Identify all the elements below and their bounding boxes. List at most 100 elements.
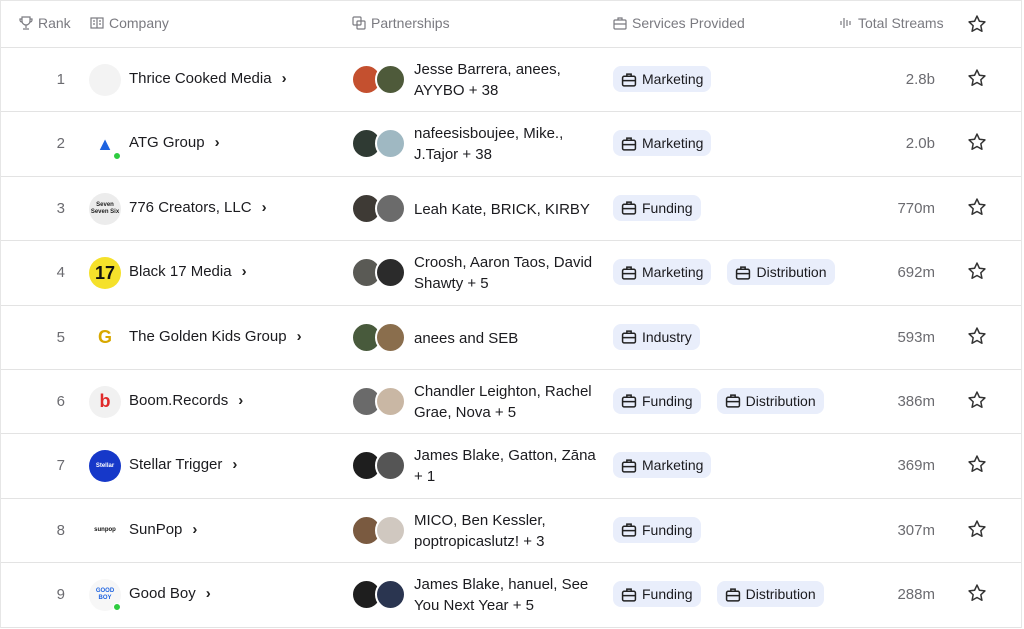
favorite-star-icon[interactable]: [967, 454, 987, 474]
logo-mark: GOOD BOY: [95, 588, 115, 602]
total-streams: 2.0b: [905, 135, 935, 153]
company-link[interactable]: Thrice Cooked Media ›: [129, 70, 287, 87]
header-partnerships[interactable]: Partnerships: [352, 15, 450, 31]
company-name: Stellar Trigger: [129, 456, 223, 474]
services-list: Funding: [613, 194, 701, 221]
partner-avatars[interactable]: [351, 450, 409, 482]
header-company-label: Company: [109, 15, 169, 31]
chevron-right-icon: ›: [241, 263, 247, 281]
services-list: Funding Distribution: [613, 581, 824, 608]
partner-avatars[interactable]: [351, 257, 409, 289]
company-logo: [89, 64, 121, 96]
briefcase-icon: [621, 588, 637, 602]
logo-mark: ▲: [96, 133, 114, 154]
table-row[interactable]: 4 17 Black 17 Media › Croosh, Aaron Taos,…: [1, 241, 1021, 306]
favorite-star-icon[interactable]: [967, 261, 987, 281]
avatar: [375, 257, 406, 289]
table-row[interactable]: 3 Seven Seven Six 776 Creators, LLC › Lea…: [1, 177, 1021, 242]
favorite-star-icon[interactable]: [967, 132, 987, 152]
services-list: Industry: [613, 323, 700, 350]
logo-mark: sunpop: [94, 527, 116, 534]
favorite-star-icon[interactable]: [967, 583, 987, 603]
total-streams: 307m: [897, 521, 935, 539]
partner-avatars[interactable]: [351, 128, 409, 160]
star-icon[interactable]: [967, 14, 987, 34]
favorite-star-icon[interactable]: [967, 68, 987, 88]
service-tag: Distribution: [716, 581, 824, 608]
service-label: Marketing: [642, 264, 704, 281]
trophy-icon: [19, 16, 33, 30]
service-label: Funding: [642, 392, 693, 409]
company-logo: Stellar: [89, 450, 121, 483]
company-link[interactable]: Good Boy ›: [129, 585, 211, 602]
header-services[interactable]: Services Provided: [613, 15, 745, 31]
header-rank[interactable]: Rank: [19, 15, 71, 31]
favorite-star-icon[interactable]: [967, 197, 987, 217]
chevron-right-icon: ›: [281, 70, 287, 87]
company-name: Good Boy: [129, 585, 196, 603]
table-row[interactable]: 6 b Boom.Records › Chandler Leighton, Rac…: [1, 370, 1021, 435]
avatar: [351, 321, 382, 353]
table-row[interactable]: 9 GOOD BOY Good Boy › James Blake, hanuel…: [1, 563, 1021, 628]
avatar: [375, 450, 406, 482]
table-row[interactable]: 8 sunpop SunPop › MICO, Ben Kessler, popt…: [1, 499, 1021, 564]
rank-number: 3: [56, 199, 65, 217]
overlap-squares-icon: [352, 16, 366, 30]
favorite-star-icon[interactable]: [967, 519, 987, 539]
service-label: Distribution: [745, 392, 816, 409]
partners-list: nafeesisboujee, Mike., J.Tajor + 38: [414, 125, 564, 164]
header-company[interactable]: Company: [90, 15, 169, 31]
company-logo: GOOD BOY: [89, 579, 121, 612]
service-tag: Funding: [613, 516, 701, 543]
partner-avatars[interactable]: [351, 514, 409, 547]
header-streams[interactable]: Total Streams: [839, 15, 944, 31]
favorite-star-icon[interactable]: [967, 390, 987, 410]
company-link[interactable]: Black 17 Media ›: [129, 263, 247, 280]
service-tag: Distribution: [727, 259, 835, 286]
logo-mark: Seven Seven Six: [90, 201, 120, 215]
avatar: [375, 321, 406, 353]
partner-avatars[interactable]: [351, 192, 409, 225]
service-label: Funding: [642, 586, 693, 603]
service-tag: Marketing: [613, 66, 712, 92]
table-row[interactable]: 5 G The Golden Kids Group › anees and SEB…: [1, 306, 1021, 370]
company-link[interactable]: Boom.Records ›: [129, 392, 243, 409]
partner-avatars[interactable]: [351, 579, 409, 611]
table-header: Rank Company Partnerships Services Provi…: [1, 1, 1021, 48]
chevron-right-icon: ›: [296, 327, 302, 345]
service-tag: Marketing: [613, 259, 712, 286]
company-link[interactable]: ATG Group ›: [129, 134, 220, 151]
company-name: Black 17 Media: [129, 263, 232, 281]
online-dot: [113, 603, 121, 612]
partners-list: Croosh, Aaron Taos, David Shawty + 5: [414, 254, 593, 293]
partner-avatars[interactable]: [351, 64, 409, 96]
logo-mark: G: [97, 327, 112, 348]
company-link[interactable]: The Golden Kids Group ›: [129, 328, 302, 345]
briefcase-icon: [621, 72, 637, 87]
company-logo: G: [89, 321, 121, 354]
partners-list: MICO, Ben Kessler, poptropicaslutz! + 3: [414, 511, 546, 550]
total-streams: 386m: [897, 392, 935, 410]
briefcase-icon: [736, 266, 751, 280]
partners-list: James Blake, hanuel, See You Next Year +…: [414, 576, 589, 615]
briefcase-icon: [621, 201, 637, 215]
header-partnerships-label: Partnerships: [371, 15, 450, 31]
company-name: Boom.Records: [129, 391, 229, 409]
partner-avatars[interactable]: [351, 385, 409, 418]
briefcase-icon: [621, 394, 637, 409]
favorite-star-icon[interactable]: [967, 326, 987, 346]
logo-mark: Stellar: [95, 462, 115, 469]
table-row[interactable]: 1 Thrice Cooked Media › Jesse Barrera, an…: [1, 48, 1021, 113]
table-row[interactable]: 2 ▲ ATG Group › nafeesisboujee, Mike., J.…: [1, 112, 1021, 177]
total-streams: 593m: [897, 328, 935, 346]
company-link[interactable]: 776 Creators, LLC ›: [129, 199, 267, 216]
service-tag: Industry: [613, 323, 700, 350]
services-list: Marketing Distribution: [613, 259, 835, 286]
company-link[interactable]: SunPop ›: [129, 521, 197, 538]
partner-avatars[interactable]: [351, 321, 409, 354]
avatar: [375, 64, 406, 95]
service-tag: Marketing: [613, 452, 712, 479]
table-row[interactable]: 7 Stellar Stellar Trigger › James Blake, …: [1, 434, 1021, 499]
services-list: Funding: [613, 516, 701, 543]
company-link[interactable]: Stellar Trigger ›: [129, 456, 237, 473]
